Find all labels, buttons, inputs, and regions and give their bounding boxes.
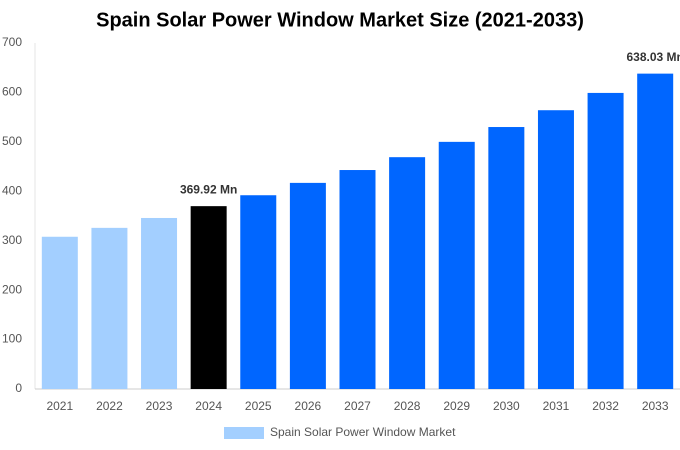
bar [339,170,376,389]
x-tick-label: 2022 [96,399,123,413]
x-tick-label: 2028 [394,399,421,413]
bar [537,110,574,390]
y-tick-label: 200 [2,282,22,296]
y-tick-label: 400 [2,183,22,197]
bar [240,195,277,389]
bar [488,127,525,390]
legend-label: Spain Solar Power Window Market [270,425,456,439]
bar [637,73,674,389]
y-tick-label: 600 [2,85,22,99]
x-tick-label: 2032 [592,399,619,413]
y-tick-label: 700 [2,35,22,49]
bar [41,236,78,389]
x-tick-label: 2021 [46,399,73,413]
x-tick-label: 2025 [245,399,272,413]
x-tick-label: 2024 [195,399,222,413]
legend-swatch [224,427,264,439]
bar [587,92,624,390]
y-tick-label: 300 [2,233,22,247]
y-tick-label: 0 [15,381,22,395]
x-tick-label: 2030 [493,399,520,413]
y-tick-label: 100 [2,332,22,346]
x-tick-label: 2029 [443,399,470,413]
x-tick-label: 2031 [543,399,570,413]
data-label: 369.92 Mn [180,182,237,196]
x-tick-label: 2023 [146,399,173,413]
chart-title: Spain Solar Power Window Market Size (20… [96,9,584,31]
bar [91,227,128,389]
data-label: 638.03 Mn [627,50,680,64]
x-tick-label: 2033 [642,399,669,413]
bar [289,182,326,389]
x-tick-label: 2027 [344,399,371,413]
bar [389,157,426,389]
x-tick-label: 2026 [295,399,322,413]
y-tick-label: 500 [2,134,22,148]
bar [190,206,227,389]
bar [141,217,178,389]
bar [438,141,475,389]
